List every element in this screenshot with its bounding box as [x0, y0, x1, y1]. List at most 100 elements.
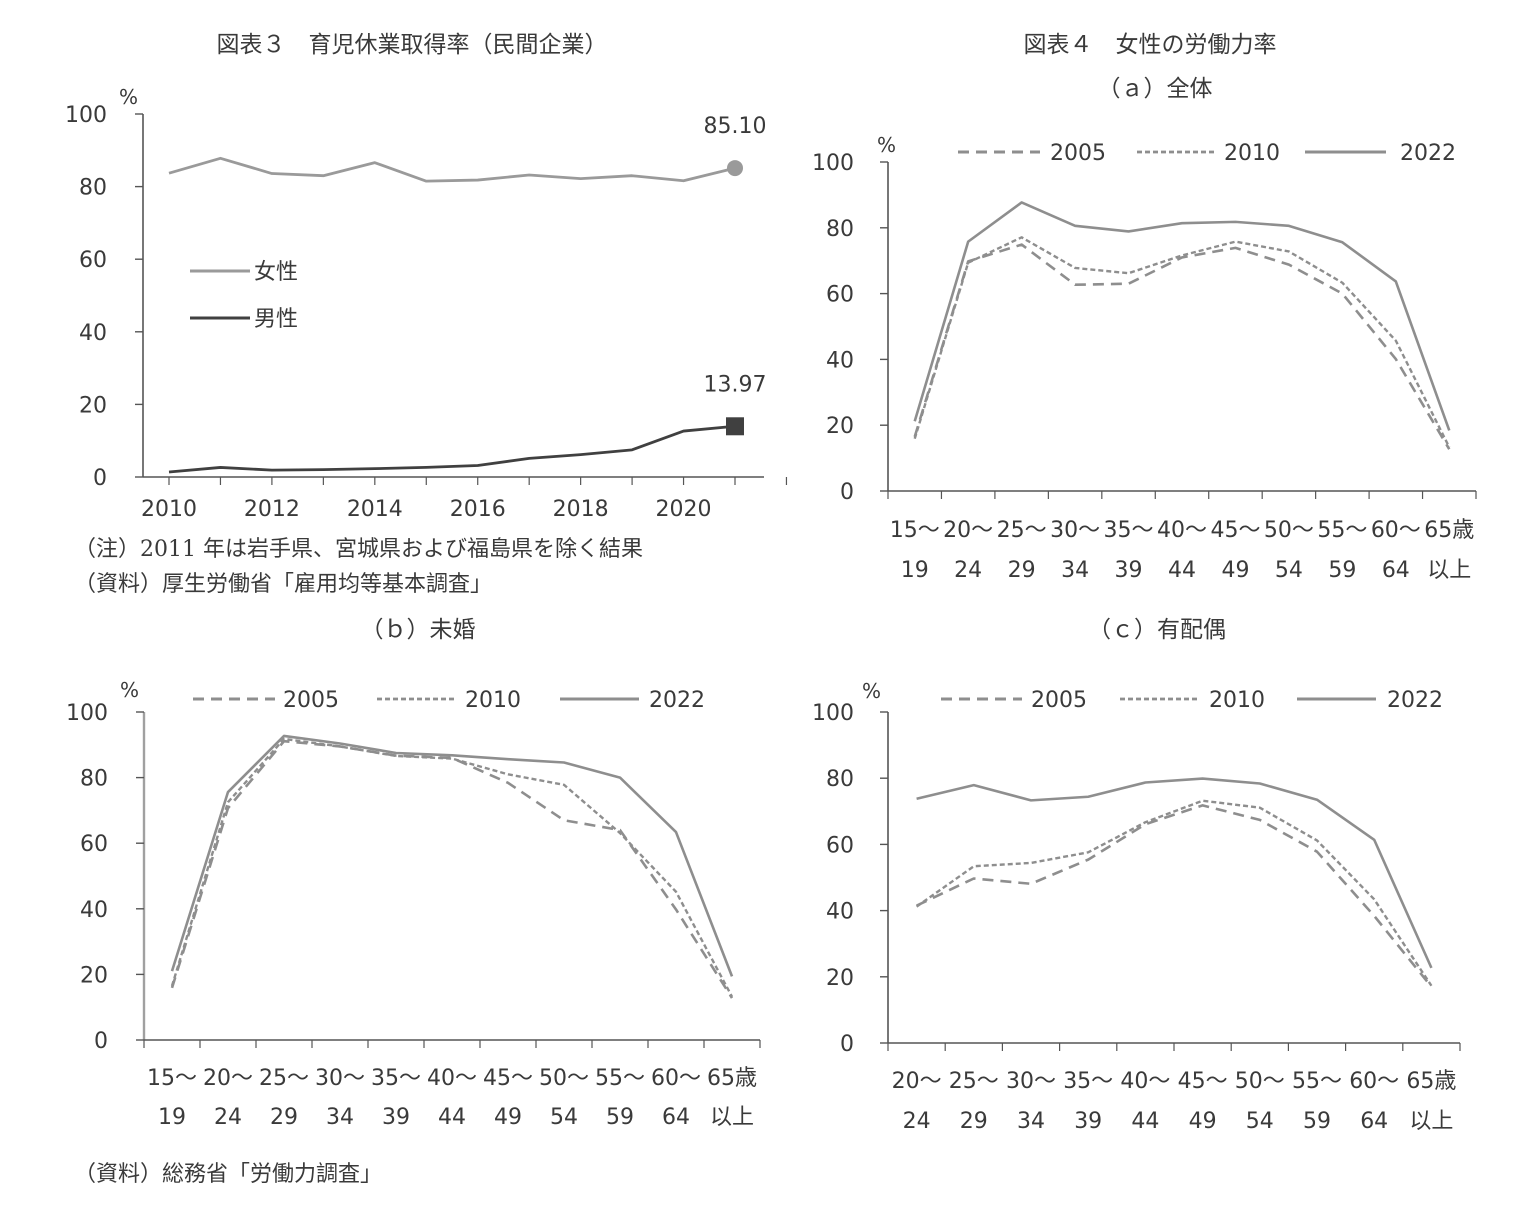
y-tick-label: 100: [812, 701, 854, 726]
fig3-note: （注）2011 年は岩手県、宮城県および福島県を除く結果: [74, 537, 643, 562]
legend-label: 2022: [1387, 688, 1443, 713]
fig4-title: 図表４ 女性の労働力率: [1024, 32, 1277, 58]
x-tick-label: 55～: [1317, 518, 1367, 543]
fig3-panel: 図表３ 育児休業取得率（民間企業） 0 20 40 60 80 100% 2010 2012 2…: [65, 32, 788, 597]
series-line-2010: [913, 236, 1451, 448]
y-tick-label: 60: [79, 248, 107, 273]
fig4c-chart: 0 20 40 60 80 100% 20～ 24 25～ 29 30～ 34 35～ 39 40～ 44 45…: [812, 679, 1461, 1134]
x-tick-label: 30～: [1050, 518, 1100, 543]
x-tick-label: 54: [550, 1105, 578, 1130]
fig4a-subtitle: （ａ）全体: [1098, 76, 1213, 102]
series-line-2022: [916, 777, 1433, 969]
x-tick-label: 2012: [244, 497, 300, 522]
fig4b-chart: 0 20 40 60 80 100% 15～ 19 20～ 24 25～ 29 30～ 34 35～ 39 40…: [66, 678, 761, 1130]
x-tick-label: 以上: [1427, 558, 1471, 583]
y-tick-label: 80: [826, 217, 854, 242]
y-tick-label: 20: [826, 414, 854, 439]
end-value-label: 13.97: [704, 372, 767, 397]
x-tick-label: 50～: [1235, 1069, 1285, 1094]
x-tick-label: 2014: [347, 497, 403, 522]
series-line-2010: [915, 799, 1433, 987]
series-line-2022: [913, 201, 1451, 431]
x-tick-label: 34: [1061, 558, 1089, 583]
x-tick-label: 45～: [1210, 518, 1260, 543]
legend-label: 2022: [1400, 141, 1456, 166]
x-tick-label: 49: [1189, 1109, 1217, 1134]
x-tick-label: 35～: [1063, 1069, 1113, 1094]
legend-label: 2005: [283, 688, 339, 713]
y-tick-label: 0: [840, 1032, 854, 1057]
x-tick-label: 40～: [427, 1066, 477, 1091]
x-tick-label: 30～: [1006, 1069, 1056, 1094]
y-tick-label: 100: [812, 151, 854, 176]
y-tick-label: 40: [826, 900, 854, 925]
x-tick-label: 59: [1328, 558, 1356, 583]
fig4c-subtitle: （ｃ）有配偶: [1088, 617, 1226, 643]
x-tick-label: 44: [1168, 558, 1196, 583]
x-tick-label: 44: [438, 1105, 466, 1130]
x-tick-label: 64: [1382, 558, 1410, 583]
x-tick-label: 20～: [892, 1069, 942, 1094]
y-tick-label: 60: [826, 283, 854, 308]
x-tick-label: 30～: [315, 1066, 365, 1091]
x-tick-label: 25～: [997, 518, 1047, 543]
fig4-panel: 図表４ 女性の労働力率 （ａ）全体 020406080100%15～1920～2…: [66, 32, 1477, 1187]
x-tick-label: 45～: [483, 1066, 533, 1091]
x-tick-label: 60～: [651, 1066, 701, 1091]
y-tick-label: 40: [79, 321, 107, 346]
x-tick-label: 59: [1303, 1109, 1331, 1134]
x-tick-label: 29: [1008, 558, 1036, 583]
x-tick-label: 20～: [943, 518, 993, 543]
y-tick-label: 0: [93, 466, 107, 491]
x-tick-label: 39: [382, 1105, 410, 1130]
fig3-chart: 0 20 40 60 80 100% 2010 2012 2014 2016 2018 2020 85.…: [65, 85, 788, 522]
legend-label: 女性: [254, 260, 298, 285]
end-value-label: 85.10: [704, 114, 767, 139]
legend-label: 2022: [649, 688, 705, 713]
x-tick-label: 29: [960, 1109, 988, 1134]
x-tick-label: 55～: [1292, 1069, 1342, 1094]
y-tick-label: 40: [80, 898, 108, 923]
y-tick-label: 20: [826, 966, 854, 991]
series-line-2005: [916, 804, 1433, 988]
x-tick-label: 60～: [1371, 518, 1421, 543]
x-tick-label: 39: [1115, 558, 1143, 583]
x-tick-label: 45～: [1178, 1069, 1228, 1094]
x-tick-label: 64: [1360, 1109, 1388, 1134]
y-tick-label: 20: [79, 393, 107, 418]
fig4b-subtitle: （ｂ）未婚: [361, 617, 476, 643]
x-tick-label: 54: [1246, 1109, 1274, 1134]
x-tick-label: 19: [901, 558, 929, 583]
series-line-2022: [170, 734, 734, 977]
x-tick-label: 40～: [1157, 518, 1207, 543]
x-tick-label: 24: [214, 1105, 242, 1130]
y-tick-label: 20: [80, 963, 108, 988]
fig4-source: （資料）総務省「労働力調査」: [74, 1162, 382, 1187]
end-marker-square: [726, 417, 744, 436]
x-tick-label: 44: [1131, 1109, 1159, 1134]
x-tick-label: 24: [954, 558, 982, 583]
y-unit-label: %: [877, 133, 896, 157]
x-tick-label: 65歳: [1424, 518, 1474, 543]
legend-label: 2010: [1224, 141, 1280, 166]
x-tick-label: 40～: [1120, 1069, 1170, 1094]
x-tick-label: 55～: [595, 1066, 645, 1091]
fig3-source: （資料）厚生労働省「雇用均等基本調査」: [74, 572, 492, 597]
x-tick-label: 20～: [203, 1066, 253, 1091]
x-tick-label: 60～: [1349, 1069, 1399, 1094]
x-tick-label: 2018: [553, 497, 609, 522]
y-tick-label: 80: [826, 767, 854, 792]
x-tick-label: 15～: [147, 1066, 197, 1091]
fig4a-chart: 0 20 40 60 80 100% 15～ 19 20～ 24 25～ 29 30～ 34 35～ 39 40…: [812, 133, 1477, 583]
x-tick-label: 65歳: [1406, 1069, 1456, 1094]
x-tick-label: 以上: [1409, 1109, 1453, 1134]
end-marker-circle: [727, 160, 743, 177]
legend-label: 2010: [1209, 688, 1265, 713]
y-tick-label: 80: [79, 176, 107, 201]
x-tick-label: 29: [270, 1105, 298, 1130]
x-tick-label: 64: [662, 1105, 690, 1130]
series-line-女性: [168, 156, 736, 183]
x-tick-label: 39: [1074, 1109, 1102, 1134]
y-tick-label: 0: [94, 1029, 108, 1054]
